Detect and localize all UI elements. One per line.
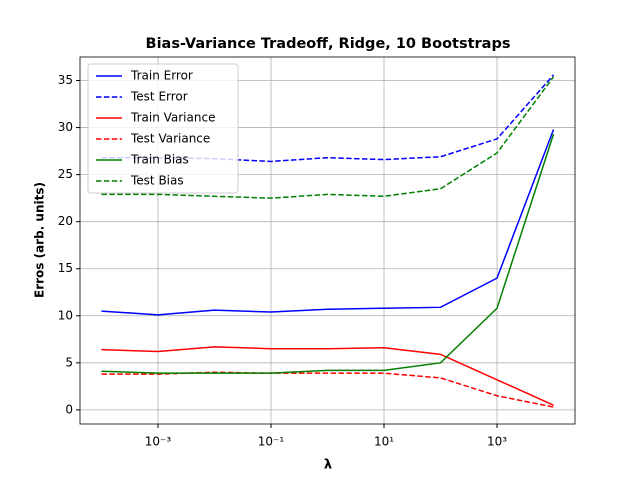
- legend-label: Test Bias: [130, 174, 184, 188]
- y-tick-label: 20: [58, 214, 73, 228]
- y-tick-label: 35: [58, 73, 73, 87]
- x-tick-label: 10¹: [374, 435, 394, 449]
- series-line: [101, 346, 554, 406]
- plot-frame: [79, 56, 576, 425]
- series-line: [101, 76, 555, 199]
- series-line: [101, 371, 554, 408]
- y-tick-label: 30: [58, 120, 73, 134]
- legend-label: Train Variance: [130, 111, 215, 125]
- y-tick-label: 5: [65, 355, 73, 369]
- y-tick-label: 15: [58, 261, 73, 275]
- series-line: [101, 129, 555, 316]
- x-tick-label: 10³: [487, 435, 507, 449]
- series-line: [101, 133, 555, 374]
- legend-label: Test Variance: [130, 132, 210, 146]
- x-axis-label: λ: [324, 458, 332, 473]
- legend-label: Train Error: [130, 69, 193, 83]
- y-axis-label: Erros (arb. units): [33, 182, 47, 298]
- y-tick-label: 10: [58, 308, 73, 322]
- y-tick-label: 25: [58, 167, 73, 181]
- legend-box: [87, 63, 239, 194]
- x-tick-label: 10⁻¹: [258, 435, 285, 449]
- y-tick-label: 0: [65, 402, 73, 416]
- legend-label: Train Bias: [130, 153, 189, 167]
- x-tick-label: 10⁻³: [145, 435, 172, 449]
- chart-title: Bias-Variance Tradeoff, Ridge, 10 Bootst…: [146, 36, 511, 52]
- legend-label: Test Error: [130, 90, 188, 104]
